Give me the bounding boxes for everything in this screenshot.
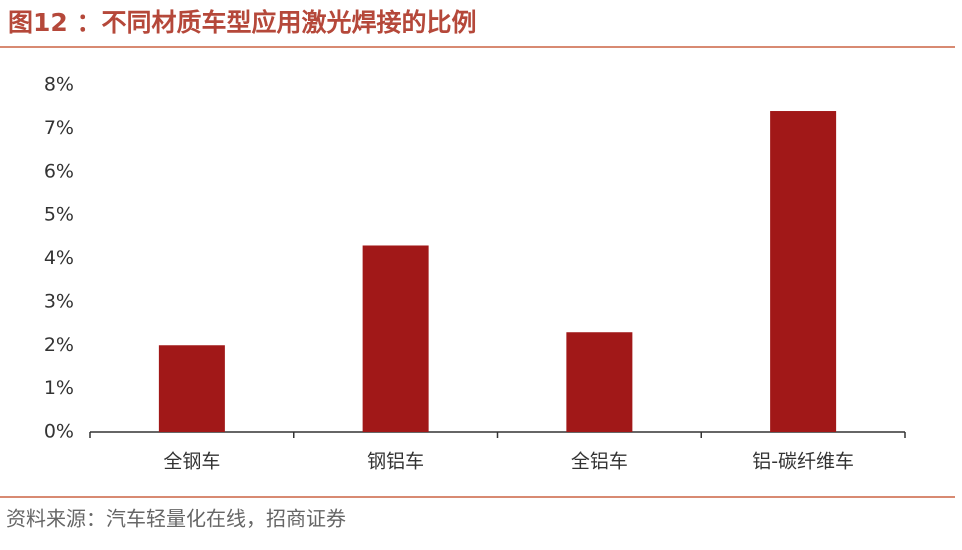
y-tick-label: 2%: [44, 334, 74, 356]
bar: [158, 345, 225, 432]
x-tick-label: 全钢车: [163, 451, 220, 473]
x-tick-label: 全铝车: [571, 451, 628, 473]
y-tick-label: 7%: [44, 117, 74, 139]
bar: [362, 245, 429, 432]
x-tick-label: 铝-碳纤维车: [752, 451, 854, 473]
chart-title: 图12 ：不同材质车型应用激光焊接的比例: [8, 8, 477, 37]
bar: [770, 111, 837, 433]
bar: [566, 332, 633, 432]
x-tick-label: 钢铝车: [367, 451, 424, 473]
y-tick-label: 6%: [44, 160, 74, 182]
source-note: 资料来源：汽车轻量化在线，招商证券: [6, 507, 346, 531]
y-tick-label: 0%: [44, 421, 74, 443]
y-tick-label: 5%: [44, 204, 74, 226]
y-tick-label: 1%: [44, 377, 74, 399]
y-tick-label: 4%: [44, 247, 74, 269]
y-tick-label: 8%: [44, 74, 74, 96]
y-tick-label: 3%: [44, 290, 74, 312]
